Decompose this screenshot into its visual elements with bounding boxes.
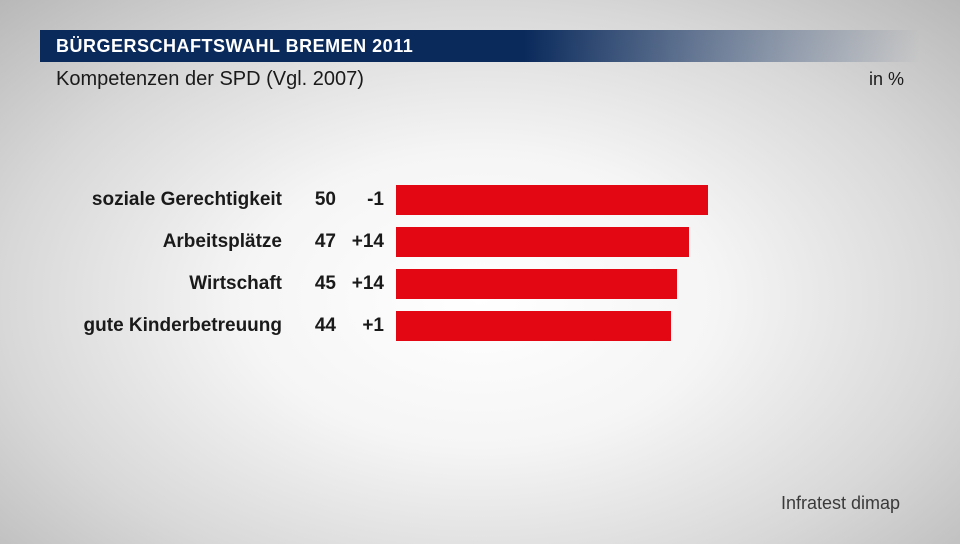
- header-title: BÜRGERSCHAFTSWAHL BREMEN 2011: [56, 36, 413, 57]
- bar-track: [396, 227, 876, 257]
- header-band: BÜRGERSCHAFTSWAHL BREMEN 2011: [40, 30, 920, 62]
- subtitle-row: Kompetenzen der SPD (Vgl. 2007) in %: [40, 66, 920, 91]
- bar-track: [396, 269, 876, 299]
- chart-area: soziale Gerechtigkeit50-1Arbeitsplätze47…: [60, 180, 900, 348]
- row-label: Arbeitsplätze: [60, 231, 290, 253]
- bar-track: [396, 185, 876, 215]
- row-delta: +1: [340, 315, 390, 337]
- row-value: 44: [290, 315, 340, 337]
- subtitle-text: Kompetenzen der SPD (Vgl. 2007): [56, 68, 364, 91]
- bar: [396, 185, 708, 215]
- chart-row: Wirtschaft45+14: [60, 264, 900, 304]
- chart-row: Arbeitsplätze47+14: [60, 222, 900, 262]
- row-label: soziale Gerechtigkeit: [60, 189, 290, 211]
- bar: [396, 227, 689, 257]
- chart-row: soziale Gerechtigkeit50-1: [60, 180, 900, 220]
- source-label: Infratest dimap: [781, 493, 900, 514]
- row-value: 50: [290, 189, 340, 211]
- row-label: Wirtschaft: [60, 273, 290, 295]
- row-label: gute Kinderbetreuung: [60, 315, 290, 337]
- row-value: 45: [290, 273, 340, 295]
- bar-track: [396, 311, 876, 341]
- row-value: 47: [290, 231, 340, 253]
- chart-row: gute Kinderbetreuung44+1: [60, 306, 900, 346]
- unit-label: in %: [869, 69, 904, 90]
- bar: [396, 269, 677, 299]
- row-delta: +14: [340, 273, 390, 295]
- bar: [396, 311, 671, 341]
- row-delta: -1: [340, 189, 390, 211]
- row-delta: +14: [340, 231, 390, 253]
